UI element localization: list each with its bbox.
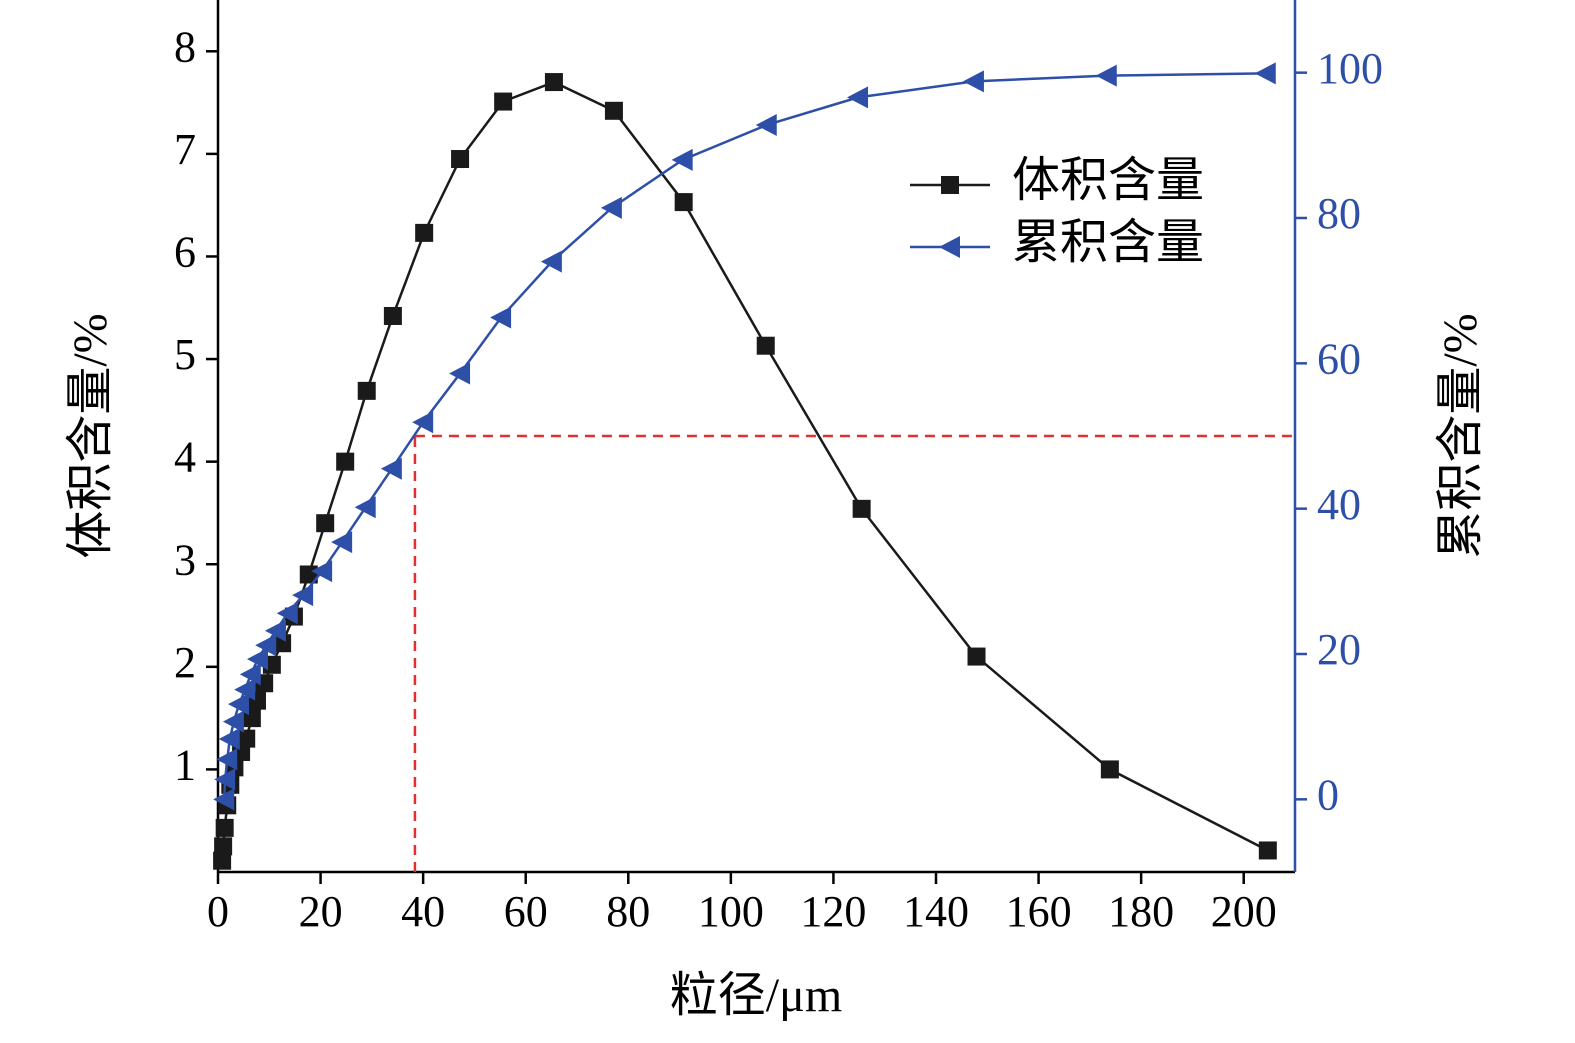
legend-label: 累积含量 — [1012, 216, 1204, 269]
y-tick-label: 4 — [174, 433, 196, 482]
marker — [311, 560, 333, 583]
marker — [216, 748, 238, 771]
marker — [214, 837, 233, 856]
marker — [222, 710, 244, 733]
y-tick-label: 8 — [174, 22, 196, 71]
x-tick-label: 60 — [504, 887, 548, 936]
marker — [756, 336, 775, 355]
y2-axis-label: 累积含量/% — [1434, 313, 1487, 558]
marker — [967, 647, 986, 666]
marker — [1100, 760, 1119, 779]
x-tick-label: 80 — [606, 887, 650, 936]
x-tick-label: 40 — [401, 887, 445, 936]
x-tick-label: 0 — [207, 887, 229, 936]
y-tick-label: 6 — [174, 228, 196, 277]
marker — [1095, 64, 1117, 87]
marker — [1254, 62, 1276, 85]
y2-tick-label: 100 — [1317, 44, 1383, 93]
y2-tick-label: 60 — [1317, 334, 1361, 383]
marker — [674, 193, 693, 212]
marker — [544, 73, 563, 92]
x-tick-label: 20 — [299, 887, 343, 936]
marker — [276, 602, 298, 625]
marker — [255, 634, 277, 657]
y2-tick-label: 40 — [1317, 480, 1361, 529]
marker — [316, 514, 335, 533]
marker — [354, 496, 376, 519]
marker — [449, 362, 471, 385]
marker — [540, 250, 562, 273]
marker — [264, 619, 286, 642]
x-tick-label: 180 — [1108, 887, 1174, 936]
legend-marker — [941, 176, 959, 194]
marker — [218, 728, 240, 751]
marker — [852, 499, 871, 518]
marker — [494, 92, 513, 111]
marker — [215, 818, 234, 837]
x-tick-label: 200 — [1211, 887, 1277, 936]
series-line — [222, 72, 1266, 800]
y-tick-label: 2 — [174, 638, 196, 687]
x-tick-label: 100 — [698, 887, 764, 936]
marker — [755, 113, 777, 136]
marker — [1258, 841, 1277, 860]
y-axis-label: 体积含量/% — [64, 313, 117, 558]
marker — [239, 663, 261, 686]
x-tick-label: 160 — [1006, 887, 1072, 936]
marker — [213, 788, 235, 811]
marker — [331, 531, 353, 554]
y2-tick-label: 0 — [1317, 770, 1339, 819]
marker — [357, 381, 376, 400]
marker — [847, 86, 869, 109]
marker — [600, 196, 622, 219]
marker — [237, 729, 256, 748]
marker — [383, 306, 402, 325]
y-tick-label: 1 — [174, 741, 196, 790]
marker — [213, 851, 232, 870]
y2-tick-label: 80 — [1317, 189, 1361, 238]
marker — [234, 678, 256, 701]
marker — [228, 693, 250, 716]
y-tick-label: 7 — [174, 125, 196, 174]
legend-label: 体积含量 — [1012, 154, 1204, 207]
marker — [273, 634, 292, 653]
marker — [490, 306, 512, 329]
marker — [962, 70, 984, 93]
marker — [451, 150, 470, 169]
marker — [415, 223, 434, 242]
x-axis-label: 粒径/μm — [670, 969, 842, 1022]
marker — [336, 452, 355, 471]
marker — [380, 457, 402, 480]
marker — [247, 648, 269, 671]
y-tick-label: 5 — [174, 330, 196, 379]
marker — [299, 565, 318, 584]
marker — [292, 584, 314, 607]
x-tick-label: 140 — [903, 887, 969, 936]
y-tick-label: 3 — [174, 535, 196, 584]
marker — [412, 411, 434, 434]
legend-marker — [939, 236, 960, 258]
marker — [671, 148, 693, 171]
marker — [214, 768, 236, 791]
marker — [604, 101, 623, 120]
x-tick-label: 120 — [800, 887, 866, 936]
y2-tick-label: 20 — [1317, 625, 1361, 674]
